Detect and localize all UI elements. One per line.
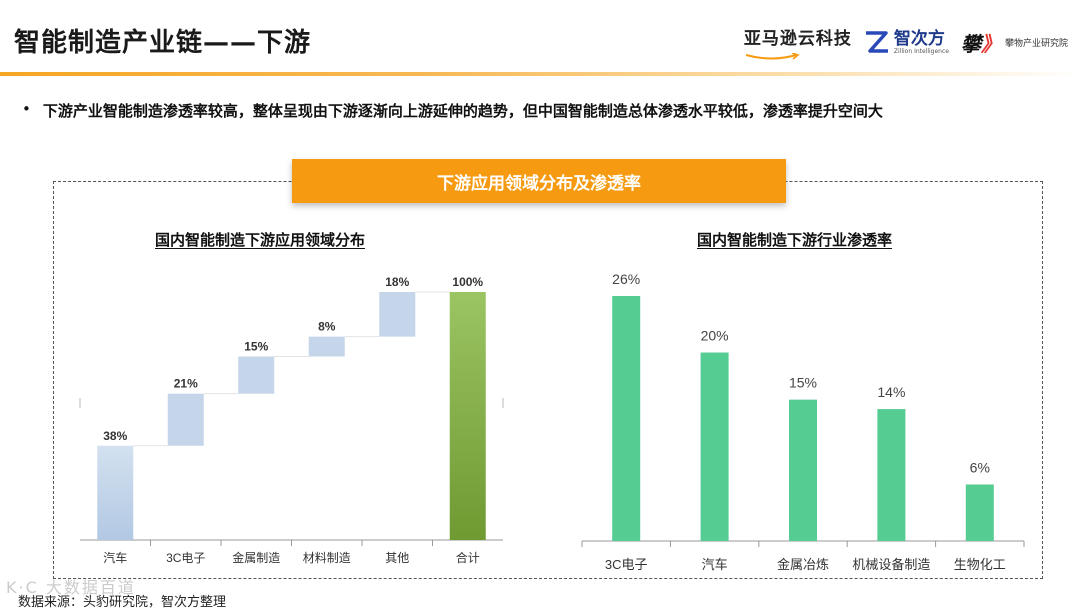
panwu-text: 攀物产业研究院 [1004,38,1068,49]
penetration-chart-title: 国内智能制造下游行业渗透率 [697,231,893,249]
logo-group: 亚马逊云科技 智次方 Zillion Intelligence 攀》 攀物产业研… [744,20,1068,64]
waterfall-data-label: 38% [103,429,127,443]
waterfall-bar [167,393,204,446]
penetration-category-label: 机械设备制造 [852,557,930,572]
penetration-data-label: 15% [789,375,817,391]
penetration-category-label: 生物化工 [954,557,1006,572]
waterfall-bar [238,356,275,394]
waterfall-bar [379,292,416,337]
waterfall-bar [308,336,345,357]
waterfall-data-label: 15% [244,339,268,353]
zhicifang-mark-icon [865,31,888,53]
banner-text: 下游应用领域分布及渗透率 [437,173,641,194]
penetration-bar [965,484,994,541]
penetration-bar [700,352,729,541]
penetration-data-label: 6% [970,459,990,475]
penetration-category-label: 汽车 [702,557,728,572]
waterfall-chart-title: 国内智能制造下游应用领域分布 [155,231,366,249]
summary-bullet: • 下游产业智能制造渗透率较高，整体呈现由下游逐渐向上游延伸的趋势，但中国智能制… [22,100,883,121]
waterfall-data-label: 100% [452,275,483,289]
penetration-bar [789,399,817,541]
panwu-mark-icon: 攀》 [960,31,1001,56]
waterfall-data-label: 8% [318,320,336,334]
watermark: K·C 大数据百道 [6,578,136,597]
smile-arrow-icon [745,52,800,60]
waterfall-category-label: 3C电子 [166,551,205,565]
waterfall-bar [449,292,486,540]
waterfall-category-label: 金属制造 [232,550,280,565]
waterfall-data-label: 21% [174,377,198,391]
waterfall-category-label: 材料制造 [303,551,351,565]
waterfall-category-label: 汽车 [103,550,127,565]
section-banner: 下游应用领域分布及渗透率 [292,159,786,203]
waterfall-bar [97,445,134,540]
penetration-bar [612,296,641,541]
aws-logo: 亚马逊云科技 [744,24,852,61]
penetration-category-label: 金属冶炼 [777,557,829,572]
data-source: 数据来源：头豹研究院，智次方整理 [18,595,227,608]
summary-text: 下游产业智能制造渗透率较高，整体呈现由下游逐渐向上游延伸的趋势，但中国智能制造总… [42,102,883,120]
waterfall-data-label: 18% [385,275,409,289]
bullet-dot-icon: • [22,100,31,118]
header: 智能制造产业链——下游 亚马逊云科技 智次方 Zillion Intellige… [0,0,1080,78]
penetration-data-label: 20% [701,328,729,344]
zhicifang-text: 智次方 [893,28,945,49]
aws-logo-text: 亚马逊云科技 [743,28,852,49]
waterfall-category-label: 合计 [456,550,480,565]
waterfall-category-label: 其他 [385,551,409,565]
penetration-bar [877,409,906,541]
zhicifang-subtext: Zillion Intelligence [893,47,949,55]
zhicifang-logo: 智次方 Zillion Intelligence [864,30,949,55]
penetration-data-label: 26% [612,271,640,287]
penetration-category-label: 3C电子 [605,557,648,572]
page-title: 智能制造产业链——下游 [14,28,312,58]
penetration-data-label: 14% [877,384,905,400]
panwu-logo: 攀》 攀物产业研究院 [961,28,1068,57]
header-rule [0,72,1080,76]
